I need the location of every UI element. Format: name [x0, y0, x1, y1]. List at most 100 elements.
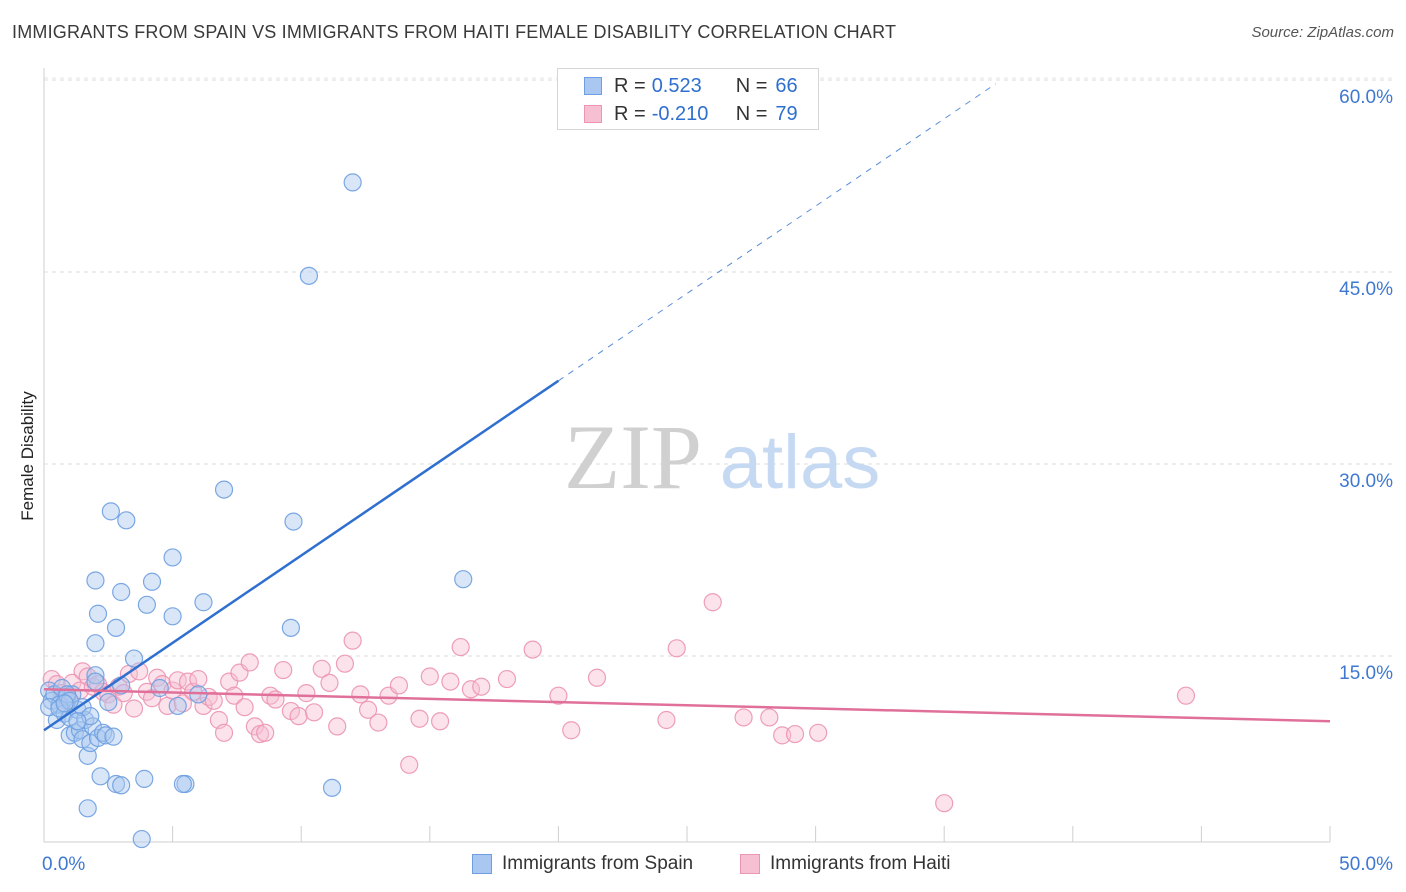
- spain-point-32: [106, 618, 126, 637]
- haiti-point-26: [178, 672, 198, 691]
- haiti-point-63: [441, 672, 460, 691]
- spain-point-51: [343, 173, 362, 192]
- y-tick-label-0: 15.0%: [1339, 663, 1393, 684]
- haiti-point-38: [240, 653, 259, 672]
- haiti-point-46: [289, 707, 308, 726]
- haiti-point-68: [523, 640, 542, 659]
- bottom-legend-haiti: Immigrants from Haiti: [740, 852, 951, 876]
- spain-point-27: [78, 799, 97, 818]
- tick-labels: 15.0% 30.0% 45.0% 60.0% 0.0% 50.0%: [42, 87, 1393, 875]
- haiti-point-53: [343, 631, 362, 650]
- source-label: Source: ZipAtlas.com: [1251, 24, 1394, 41]
- spain-point-49: [284, 512, 303, 531]
- haiti-point-80: [935, 794, 954, 813]
- spain-n-label: N =: [735, 74, 768, 97]
- haiti-point-29: [194, 696, 213, 716]
- haiti-point-79: [809, 723, 828, 742]
- spain-point-43: [150, 678, 169, 698]
- bottom-legend-haiti-swatch: [740, 854, 760, 874]
- haiti-point-72: [657, 710, 676, 730]
- haiti-n-label: N =: [735, 102, 768, 125]
- haiti-point-0: [42, 669, 61, 689]
- spain-point-29: [101, 502, 120, 521]
- spain-point-48: [281, 618, 301, 637]
- haiti-point-76: [760, 708, 779, 727]
- haiti-r-label: R =: [614, 102, 646, 125]
- haiti-point-61: [420, 667, 439, 686]
- spain-point-40: [163, 548, 182, 567]
- watermark: ZIP atlas: [564, 406, 880, 508]
- spain-point-38: [142, 572, 162, 591]
- trend-lines: [43, 83, 1331, 732]
- haiti-point-66: [472, 677, 491, 696]
- spain-point-54: [132, 829, 151, 849]
- haiti-point-37: [235, 698, 254, 717]
- spain-point-31: [86, 634, 105, 653]
- haiti-n-value: 79: [775, 102, 798, 125]
- y-tick-label-1: 30.0%: [1339, 471, 1393, 492]
- haiti-point-74: [703, 593, 722, 612]
- y-tick-label-3: 60.0%: [1339, 87, 1393, 108]
- spain-point-23: [94, 723, 113, 742]
- spain-point-35: [112, 582, 131, 602]
- spain-point-39: [163, 607, 182, 626]
- haiti-trend-line: [43, 688, 1331, 723]
- spain-point-62: [86, 672, 105, 691]
- spain-point-45: [168, 696, 187, 716]
- haiti-point-34: [220, 672, 239, 691]
- haiti-point-81: [1176, 686, 1196, 705]
- haiti-point-59: [400, 755, 419, 774]
- haiti-point-49: [312, 659, 331, 678]
- bottom-legend-spain-swatch: [472, 854, 492, 874]
- haiti-point-51: [328, 717, 347, 736]
- watermark-atlas: atlas: [720, 420, 881, 505]
- haiti-swatch: [584, 105, 602, 123]
- haiti-point-43: [266, 690, 285, 709]
- spain-point-53: [454, 570, 473, 589]
- haiti-point-19: [142, 689, 162, 708]
- haiti-point-69: [549, 686, 568, 705]
- haiti-r-value: -0.210: [651, 102, 709, 125]
- haiti-point-75: [734, 708, 753, 727]
- x-tick-label-min: 0.0%: [42, 854, 85, 875]
- spain-swatch: [584, 77, 602, 95]
- haiti-point-44: [274, 660, 293, 680]
- haiti-point-58: [389, 676, 409, 695]
- y-tick-label-2: 45.0%: [1339, 279, 1393, 300]
- spain-point-36: [124, 649, 144, 668]
- spain-point-28: [112, 776, 131, 795]
- haiti-point-28: [189, 669, 208, 689]
- spain-trend-line: [43, 379, 560, 732]
- spain-trend-extension: [558, 83, 996, 382]
- spain-point-65: [104, 727, 123, 746]
- haiti-point-55: [358, 700, 378, 719]
- haiti-point-62: [430, 712, 450, 731]
- spain-point-22: [91, 767, 110, 786]
- haiti-point-12: [104, 695, 123, 714]
- spain-point-42: [214, 480, 234, 499]
- haiti-point-35: [225, 686, 244, 705]
- spain-point-37: [137, 595, 156, 614]
- chart-title: IMMIGRANTS FROM SPAIN VS IMMIGRANTS FROM…: [12, 22, 897, 42]
- haiti-points: [42, 593, 1196, 813]
- bottom-legend-spain-label: Immigrants from Spain: [502, 853, 694, 874]
- haiti-point-54: [351, 685, 370, 704]
- haiti-point-77: [773, 726, 792, 745]
- haiti-point-64: [451, 637, 470, 657]
- bottom-legend-haiti-label: Immigrants from Haiti: [770, 853, 951, 874]
- haiti-point-71: [587, 668, 607, 687]
- legend-row-haiti: R = -0.210 N = 79: [584, 100, 845, 128]
- grid-lines: [44, 77, 1392, 657]
- spain-point-57: [50, 699, 69, 718]
- haiti-point-73: [667, 639, 686, 658]
- y-axis-label: Female Disability: [18, 391, 37, 521]
- spain-point-41: [194, 593, 213, 612]
- spain-point-64: [173, 774, 192, 794]
- haiti-point-70: [562, 721, 581, 740]
- haiti-point-16: [124, 699, 144, 718]
- bottom-legend-spain: Immigrants from Spain: [472, 852, 693, 876]
- haiti-point-41: [256, 723, 275, 742]
- spain-point-33: [88, 604, 108, 623]
- haiti-point-65: [461, 680, 481, 699]
- stats-legend: R = 0.523 N = 66 R = -0.210 N = 79: [557, 68, 819, 130]
